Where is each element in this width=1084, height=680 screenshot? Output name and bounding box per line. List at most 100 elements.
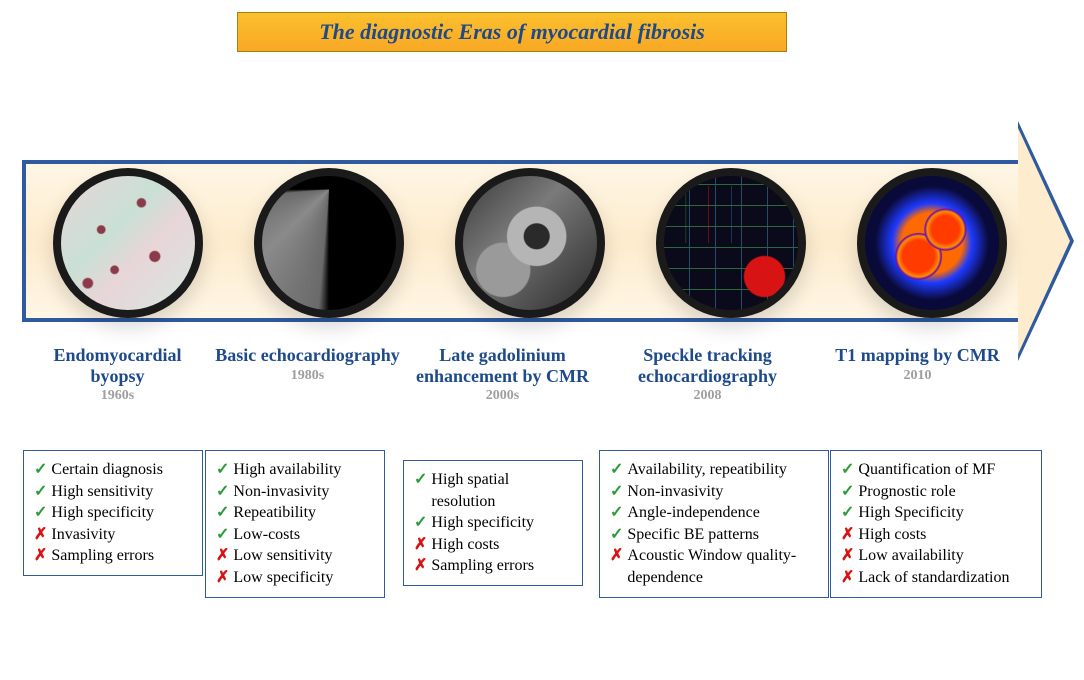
proscons-row: ✓High availability <box>216 459 374 481</box>
era-year: 1960s <box>101 388 134 404</box>
proscons-text: Low-costs <box>233 524 300 546</box>
page-title: The diagnostic Eras of myocardial fibros… <box>319 19 705 45</box>
proscons-row: ✓High spatial resolution <box>414 469 572 512</box>
era-label-5: T1 mapping by CMR 2010 <box>830 345 1005 384</box>
proscons-row: ✓Prognostic role <box>841 481 1031 503</box>
cross-icon: ✗ <box>841 545 854 567</box>
proscons-row: ✓Low-costs <box>216 524 374 546</box>
check-icon: ✓ <box>216 459 229 481</box>
proscons-row: ✓High sensitivity <box>34 481 192 503</box>
cross-icon: ✗ <box>610 545 623 567</box>
era-name: Speckle tracking echocardiography <box>605 345 810 386</box>
era-name: Late gadolinium enhancement by CMR <box>400 345 605 386</box>
cross-icon: ✗ <box>414 534 427 556</box>
check-icon: ✓ <box>34 481 47 503</box>
proscons-row: ✓Non-invasivity <box>216 481 374 503</box>
check-icon: ✓ <box>216 502 229 524</box>
proscons-text: Repeatibility <box>233 502 316 524</box>
era-label-2: Basic echocardiography 1980s <box>210 345 405 384</box>
era-year: 2010 <box>904 368 932 384</box>
era-images-row <box>30 168 1030 318</box>
cross-icon: ✗ <box>34 545 47 567</box>
proscons-text: Specific BE patterns <box>627 524 759 546</box>
era-label-4: Speckle tracking echocardiography 2008 <box>605 345 810 404</box>
check-icon: ✓ <box>34 502 47 524</box>
proscons-row: ✗High costs <box>841 524 1031 546</box>
proscons-text: Non-invasivity <box>233 481 329 503</box>
title-banner: The diagnostic Eras of myocardial fibros… <box>237 12 787 52</box>
proscons-row: ✗Low availability <box>841 545 1031 567</box>
proscons-text: Invasivity <box>51 524 115 546</box>
check-icon: ✓ <box>841 502 854 524</box>
proscons-text: Low specificity <box>233 567 333 589</box>
check-icon: ✓ <box>414 512 427 534</box>
proscons-row: ✗Sampling errors <box>414 555 572 577</box>
proscons-text: Low sensitivity <box>233 545 332 567</box>
proscons-row: ✓Quantification of MF <box>841 459 1031 481</box>
era-name: Endomyocardial byopsy <box>30 345 205 386</box>
check-icon: ✓ <box>610 481 623 503</box>
proscons-text: High specificity <box>431 512 534 534</box>
cross-icon: ✗ <box>216 545 229 567</box>
proscons-row: ✓High specificity <box>34 502 192 524</box>
proscons-text: Acoustic Window quality-dependence <box>627 545 818 588</box>
era-name: Basic echocardiography <box>215 345 400 366</box>
proscons-row: ✓Non-invasivity <box>610 481 818 503</box>
check-icon: ✓ <box>610 459 623 481</box>
proscons-text: High specificity <box>51 502 154 524</box>
era-year: 2008 <box>694 388 722 404</box>
era-image-lge <box>455 168 605 318</box>
proscons-text: High costs <box>431 534 499 556</box>
proscons-text: Non-invasivity <box>627 481 723 503</box>
proscons-text: Prognostic role <box>858 481 955 503</box>
era-name: T1 mapping by CMR <box>835 345 1000 366</box>
check-icon: ✓ <box>34 459 47 481</box>
proscons-text: Certain diagnosis <box>51 459 163 481</box>
era-image-t1 <box>857 168 1007 318</box>
proscons-box-3: ✓High spatial resolution✓High specificit… <box>403 460 583 586</box>
check-icon: ✓ <box>216 524 229 546</box>
cross-icon: ✗ <box>841 524 854 546</box>
cross-icon: ✗ <box>414 555 427 577</box>
check-icon: ✓ <box>216 481 229 503</box>
proscons-row: ✗Sampling errors <box>34 545 192 567</box>
proscons-box-2: ✓High availability✓Non-invasivity✓Repeat… <box>205 450 385 598</box>
era-label-1: Endomyocardial byopsy 1960s <box>30 345 205 404</box>
proscons-text: High availability <box>233 459 341 481</box>
proscons-row: ✗Lack of standardization <box>841 567 1031 589</box>
era-image-speckle <box>656 168 806 318</box>
proscons-text: High spatial resolution <box>431 469 572 512</box>
cross-icon: ✗ <box>34 524 47 546</box>
proscons-text: Lack of standardization <box>858 567 1009 589</box>
proscons-row: ✓Angle-independence <box>610 502 818 524</box>
proscons-box-5: ✓Quantification of MF✓Prognostic role✓Hi… <box>830 450 1042 598</box>
proscons-row: ✗Low sensitivity <box>216 545 374 567</box>
era-label-3: Late gadolinium enhancement by CMR 2000s <box>400 345 605 404</box>
check-icon: ✓ <box>841 481 854 503</box>
proscons-row: ✓High Specificity <box>841 502 1031 524</box>
proscons-row: ✓Availability, repeatibility <box>610 459 818 481</box>
era-year: 2000s <box>486 388 519 404</box>
proscons-text: High Specificity <box>858 502 963 524</box>
proscons-row: ✗High costs <box>414 534 572 556</box>
era-image-echo <box>254 168 404 318</box>
proscons-box-1: ✓Certain diagnosis✓High sensitivity✓High… <box>23 450 203 576</box>
check-icon: ✓ <box>841 459 854 481</box>
cross-icon: ✗ <box>216 567 229 589</box>
era-image-biopsy <box>53 168 203 318</box>
proscons-row: ✓High specificity <box>414 512 572 534</box>
proscons-row: ✗Invasivity <box>34 524 192 546</box>
proscons-text: High costs <box>858 524 926 546</box>
cross-icon: ✗ <box>841 567 854 589</box>
proscons-text: Angle-independence <box>627 502 759 524</box>
proscons-row: ✓Specific BE patterns <box>610 524 818 546</box>
check-icon: ✓ <box>610 524 623 546</box>
era-year: 1980s <box>291 368 324 384</box>
proscons-row: ✓Repeatibility <box>216 502 374 524</box>
proscons-row: ✓Certain diagnosis <box>34 459 192 481</box>
proscons-text: Quantification of MF <box>858 459 995 481</box>
proscons-row: ✗Low specificity <box>216 567 374 589</box>
proscons-text: Availability, repeatibility <box>627 459 787 481</box>
proscons-text: Sampling errors <box>51 545 154 567</box>
proscons-box-4: ✓Availability, repeatibility✓Non-invasiv… <box>599 450 829 598</box>
